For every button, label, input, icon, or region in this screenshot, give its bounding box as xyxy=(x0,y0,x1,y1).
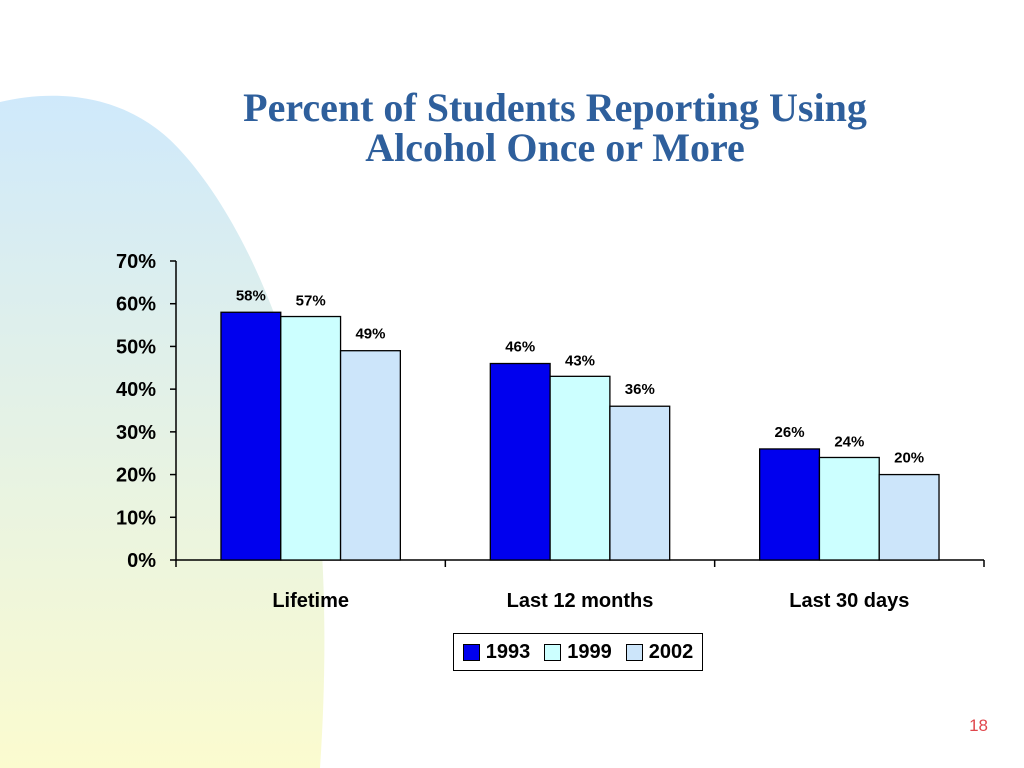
bar-2002-0 xyxy=(339,350,402,561)
data-label: 58% xyxy=(236,287,266,304)
legend-label: 1993 xyxy=(485,640,531,663)
data-label: 43% xyxy=(565,352,595,369)
title-line-1: Percent of Students Reporting Using xyxy=(243,85,867,130)
legend-item: 1999 xyxy=(544,641,612,664)
bar-1993-0 xyxy=(220,311,282,561)
y-tick-label: 70% xyxy=(116,251,156,273)
legend-label: 1999 xyxy=(567,640,612,663)
title-line-2: Alcohol Once or More xyxy=(365,125,745,170)
data-label: 46% xyxy=(505,339,535,356)
y-tick-label: 50% xyxy=(116,336,156,358)
data-label: 49% xyxy=(355,326,385,343)
bar-1999-1 xyxy=(549,375,611,561)
chart-legend: 1993 1999 2002 xyxy=(453,633,703,671)
legend-label: 2002 xyxy=(648,640,694,663)
page-number: 18 xyxy=(969,716,988,735)
y-tick-label: 10% xyxy=(116,507,156,529)
x-category-label: Last 12 months xyxy=(507,590,654,612)
bar-1999-0 xyxy=(280,315,342,561)
bar-1999-2 xyxy=(818,456,880,561)
x-category-label: Last 30 days xyxy=(789,590,909,612)
legend-item: 1993 xyxy=(462,640,531,664)
legend-swatch xyxy=(625,643,643,661)
slide-title: Percent of Students Reporting Using Alco… xyxy=(150,88,960,168)
data-label: 36% xyxy=(625,381,655,398)
legend-swatch xyxy=(544,643,562,661)
y-tick-label: 40% xyxy=(116,379,156,401)
y-tick-label: 60% xyxy=(116,294,156,316)
legend-swatch xyxy=(462,643,480,661)
bar-2002-1 xyxy=(609,405,671,561)
bar-1993-2 xyxy=(758,448,821,561)
bar-2002-2 xyxy=(878,473,940,561)
data-label: 24% xyxy=(834,433,864,450)
data-label: 57% xyxy=(296,293,326,310)
data-label: 20% xyxy=(894,450,924,467)
y-tick-label: 20% xyxy=(116,465,156,487)
legend-item: 2002 xyxy=(625,640,694,664)
y-tick-label: 0% xyxy=(127,550,156,572)
data-label: 26% xyxy=(775,424,805,441)
y-tick-label: 30% xyxy=(116,422,156,444)
bar-1993-1 xyxy=(489,362,551,561)
x-category-label: Lifetime xyxy=(272,590,349,612)
